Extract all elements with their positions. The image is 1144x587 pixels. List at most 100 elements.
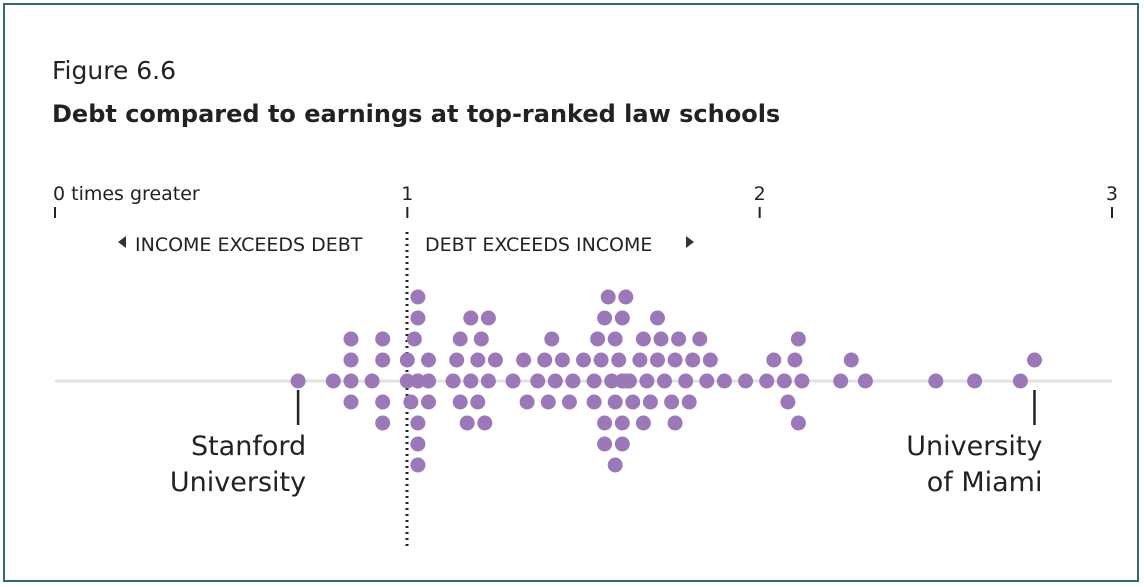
data-point [657, 373, 672, 389]
data-point [470, 394, 486, 410]
data-point [343, 373, 359, 389]
data-point [635, 415, 651, 431]
data-point [463, 373, 479, 389]
data-point [421, 394, 436, 410]
data-point [530, 373, 546, 389]
data-point [614, 436, 630, 452]
data-point [681, 394, 697, 410]
data-point [650, 352, 665, 368]
data-point [653, 331, 669, 347]
data-point [540, 394, 556, 410]
data-point [487, 352, 503, 368]
figure-label: Figure 6.6 [52, 56, 177, 85]
data-point [611, 352, 627, 368]
data-point [857, 373, 873, 389]
data-point [794, 373, 810, 389]
data-point [452, 331, 468, 347]
data-point [410, 436, 426, 452]
data-point [470, 352, 486, 368]
data-point [650, 310, 665, 326]
data-point [410, 415, 426, 431]
data-point [597, 310, 613, 326]
data-point [516, 352, 532, 368]
data-point [642, 394, 658, 410]
data-point [614, 415, 630, 431]
data-point [375, 394, 391, 410]
data-point [625, 394, 641, 410]
data-point [565, 373, 581, 389]
data-point [678, 373, 694, 389]
x-tick-label: 0 times greater [53, 183, 200, 205]
axis-layer: 0 times greater 1 2 3 [53, 183, 1118, 218]
data-point [590, 331, 606, 347]
annotation-label: Stanford [191, 431, 306, 462]
figure-frame [3, 3, 1139, 582]
data-point [1012, 373, 1028, 389]
data-point [480, 310, 496, 326]
data-point [403, 394, 419, 410]
data-point [343, 394, 359, 410]
data-point [561, 394, 577, 410]
data-point [399, 373, 415, 389]
data-point [667, 415, 683, 431]
data-point [364, 373, 380, 389]
region-labels: INCOME EXCEEDS DEBT DEBT EXCEEDS INCOME [118, 234, 694, 256]
data-point [790, 415, 806, 431]
data-point [716, 373, 732, 389]
data-point [738, 373, 754, 389]
data-point [445, 373, 461, 389]
data-point [290, 373, 306, 389]
data-point [621, 373, 637, 389]
data-point [614, 310, 630, 326]
data-point [766, 352, 782, 368]
data-point [667, 352, 683, 368]
data-point [410, 310, 426, 326]
data-point [410, 373, 426, 389]
x-tick-label: 3 [1106, 183, 1118, 205]
data-point [843, 352, 859, 368]
arrow-left-icon [118, 236, 126, 248]
data-point [576, 352, 591, 368]
data-point [639, 373, 655, 389]
region-label-left: INCOME EXCEEDS DEBT [135, 234, 363, 256]
data-point [928, 373, 944, 389]
data-point [671, 331, 687, 347]
data-point [459, 415, 475, 431]
data-point [699, 373, 715, 389]
data-point [597, 415, 613, 431]
annotations: Stanford University University of Miami [170, 390, 1043, 498]
data-point [759, 373, 775, 389]
data-point [537, 352, 553, 368]
data-point [399, 352, 415, 368]
data-point [664, 394, 680, 410]
data-point [604, 373, 620, 389]
data-point [586, 394, 602, 410]
data-point [967, 373, 983, 389]
arrow-right-icon [686, 236, 694, 248]
x-tick-label: 2 [754, 183, 766, 205]
data-point [787, 352, 803, 368]
data-point [452, 394, 468, 410]
data-point [375, 352, 391, 368]
chart-title: Debt compared to earnings at top-ranked … [52, 100, 781, 128]
data-point [421, 373, 436, 389]
data-point [780, 394, 796, 410]
data-point [480, 373, 496, 389]
data-point [607, 457, 623, 473]
annotation-label: University [906, 431, 1042, 462]
data-point [790, 331, 806, 347]
data-point [586, 373, 602, 389]
data-point [692, 331, 708, 347]
data-point [343, 331, 359, 347]
data-point [449, 352, 465, 368]
data-point [600, 289, 616, 305]
data-point [776, 373, 792, 389]
data-point [406, 331, 422, 347]
data-point [685, 352, 701, 368]
data-points [290, 289, 1042, 473]
data-point [547, 373, 563, 389]
data-point [607, 394, 623, 410]
data-point [1027, 352, 1042, 368]
data-point [702, 352, 718, 368]
